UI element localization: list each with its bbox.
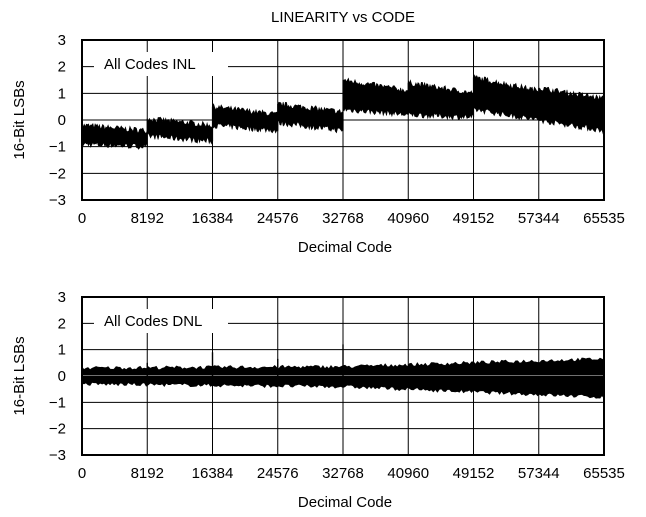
inl-annotation: All Codes INL xyxy=(94,52,228,76)
dnl-x-tick-label: 8192 xyxy=(131,465,164,482)
dnl-x-tick-label: 0 xyxy=(78,465,86,482)
dnl-x-tick-label: 49152 xyxy=(453,465,495,482)
dnl-y-tick-label: 2 xyxy=(58,315,66,332)
inl-x-tick-label: 16384 xyxy=(192,210,234,227)
inl-y-tick-label: 3 xyxy=(58,32,66,49)
dnl-x-tick-label: 40960 xyxy=(387,465,429,482)
inl-y-tick-labels: 3 2 1 0 −1 −2 −3 xyxy=(49,32,66,209)
inl-y-tick-label: 2 xyxy=(58,59,66,76)
inl-y-tick-label: 0 xyxy=(58,112,66,129)
inl-y-tick-label: −1 xyxy=(49,139,66,156)
dnl-y-tick-label: 0 xyxy=(58,368,66,385)
dnl-y-tick-label: 3 xyxy=(58,289,66,306)
dnl-x-tick-label: 57344 xyxy=(518,465,560,482)
inl-x-tick-label: 40960 xyxy=(387,210,429,227)
inl-plot: All Codes INL 3 2 1 0 −1 −2 −3 0 8192 16384 24576… xyxy=(11,32,625,256)
dnl-y-tick-label: −1 xyxy=(49,394,66,411)
inl-segment-7 xyxy=(473,74,540,121)
dnl-y-tick-label: 1 xyxy=(58,342,66,359)
inl-x-tick-label: 32768 xyxy=(322,210,364,227)
dnl-x-tick-label: 16384 xyxy=(192,465,234,482)
inl-x-axis-label: Decimal Code xyxy=(298,239,392,256)
dnl-plot-frame xyxy=(81,296,605,456)
dnl-trace xyxy=(82,344,604,399)
inl-plot-frame xyxy=(81,39,605,201)
inl-trace xyxy=(82,74,604,150)
inl-segment-1 xyxy=(82,123,148,150)
dnl-y-tick-label: −2 xyxy=(49,421,66,438)
inl-y-tick-label: 1 xyxy=(58,85,66,102)
inl-x-tick-label: 49152 xyxy=(453,210,495,227)
inl-x-tick-label: 57344 xyxy=(518,210,560,227)
inl-x-tick-label: 65535 xyxy=(583,210,625,227)
inl-segment-8 xyxy=(538,86,604,135)
inl-segment-6 xyxy=(408,79,474,121)
dnl-annotation: All Codes DNL xyxy=(94,309,228,333)
inl-segment-5 xyxy=(342,77,409,118)
dnl-annotation-text: All Codes DNL xyxy=(104,313,202,330)
dnl-x-tick-label: 65535 xyxy=(583,465,625,482)
dnl-x-axis-label: Decimal Code xyxy=(298,494,392,511)
inl-segment-4 xyxy=(277,101,344,134)
inl-x-tick-label: 8192 xyxy=(131,210,164,227)
dnl-grid xyxy=(82,297,604,455)
dnl-x-tick-label: 24576 xyxy=(257,465,299,482)
dnl-x-tick-labels: 0 8192 16384 24576 32768 40960 49152 57344 65535 xyxy=(78,465,625,482)
dnl-plot: All Codes DNL 3 2 1 0 −1 −2 −3 0 8192 16384 24576… xyxy=(11,289,625,511)
dnl-y-tick-labels: 3 2 1 0 −1 −2 −3 xyxy=(49,289,66,464)
inl-y-tick-label: −2 xyxy=(49,165,66,182)
inl-segment-3 xyxy=(212,103,279,134)
dnl-x-tick-label: 32768 xyxy=(322,465,364,482)
inl-annotation-text: All Codes INL xyxy=(104,56,196,73)
dnl-y-tick-label: −3 xyxy=(49,447,66,464)
figure-title: LINEARITY vs CODE xyxy=(271,9,415,26)
inl-y-axis-label: 16-Bit LSBs xyxy=(11,80,28,159)
dnl-y-axis-label: 16-Bit LSBs xyxy=(11,336,28,415)
inl-y-tick-label: −3 xyxy=(49,192,66,209)
inl-x-tick-label: 24576 xyxy=(257,210,299,227)
inl-segment-2 xyxy=(147,116,213,145)
inl-x-tick-labels: 0 8192 16384 24576 32768 40960 49152 57344 65535 xyxy=(78,210,625,227)
inl-x-tick-label: 0 xyxy=(78,210,86,227)
